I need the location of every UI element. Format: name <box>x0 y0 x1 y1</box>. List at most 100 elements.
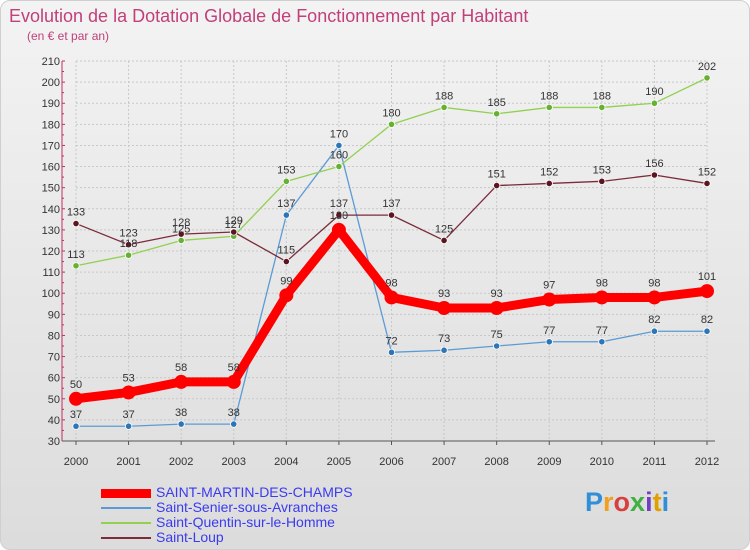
data-point <box>493 342 501 350</box>
data-label: 98 <box>596 277 608 289</box>
y-tick-label: 190 <box>42 98 60 110</box>
y-tick-label: 210 <box>42 56 60 68</box>
data-label: 152 <box>540 166 558 178</box>
y-axis-ticks: 30 40 50 60 70 80 90 100 110 120 130 140 150 160 170 18… <box>42 56 60 448</box>
data-label: 128 <box>172 217 190 229</box>
data-point <box>124 422 133 430</box>
x-tick-label: 2002 <box>169 456 193 468</box>
data-label: 37 <box>70 409 82 421</box>
y-tick-label: 70 <box>48 352 60 364</box>
data-label: 113 <box>67 249 85 261</box>
data-point <box>598 103 606 112</box>
data-label: 129 <box>225 215 243 227</box>
data-label: 153 <box>593 164 611 176</box>
data-point <box>493 110 501 118</box>
y-tick-label: 170 <box>42 140 60 152</box>
x-tick-label: 2012 <box>695 456 719 468</box>
data-label: 118 <box>120 238 138 250</box>
x-tick-label: 2011 <box>643 456 667 468</box>
legend-swatch <box>101 537 151 539</box>
data-labels: 37 37 38 38 137 170 72 73 75 77 77 82 82 113 118 125 127… <box>67 61 716 421</box>
data-label: 101 <box>698 271 716 283</box>
data-point <box>335 141 343 150</box>
data-label: 77 <box>596 325 608 337</box>
y-tick-label: 60 <box>48 373 60 385</box>
legend-swatch <box>101 507 151 509</box>
data-point <box>545 338 553 346</box>
data-point <box>489 301 504 315</box>
data-label: 202 <box>698 61 716 73</box>
y-tick-label: 50 <box>48 394 60 406</box>
data-label: 170 <box>330 128 348 140</box>
data-label: 58 <box>228 362 240 374</box>
data-label: 190 <box>645 86 663 98</box>
legend-label: Saint-Quentin-sur-le-Homme <box>156 514 335 530</box>
data-point <box>72 262 80 270</box>
legend-label: Saint-Senier-sous-Avranches <box>156 499 338 515</box>
data-point <box>650 327 659 335</box>
data-point <box>387 211 396 219</box>
data-point <box>384 290 399 305</box>
data-point <box>121 385 136 400</box>
data-label: 153 <box>277 164 295 176</box>
data-label: 160 <box>330 150 348 162</box>
data-label: 125 <box>435 223 453 235</box>
data-label: 73 <box>438 333 450 345</box>
data-label: 98 <box>648 277 660 289</box>
data-point <box>226 374 241 389</box>
data-label: 156 <box>645 158 663 170</box>
data-label: 127 <box>225 219 243 231</box>
data-label: 99 <box>280 275 292 287</box>
data-label: 53 <box>122 372 134 384</box>
legend-swatch <box>101 489 151 498</box>
x-tick-label: 2007 <box>432 456 456 468</box>
data-label: 82 <box>701 314 713 326</box>
data-point <box>545 179 553 188</box>
data-point <box>493 181 501 190</box>
data-point <box>598 338 606 346</box>
grid-lines <box>75 60 708 442</box>
logo-letter: i <box>661 487 670 517</box>
data-point <box>177 420 185 428</box>
y-tick-label: 120 <box>42 246 60 258</box>
y-tick-label: 150 <box>42 183 60 195</box>
data-point <box>124 241 133 249</box>
x-tick-label: 2001 <box>116 456 140 468</box>
data-label: 97 <box>543 280 555 292</box>
data-label: 93 <box>438 288 450 300</box>
data-point <box>72 422 80 430</box>
proxiti-logo: Proxiti <box>585 487 669 518</box>
logo-letter: P <box>585 487 604 517</box>
data-label: 98 <box>385 277 397 289</box>
x-axis-ticks: 2000 2001 2002 2003 2004 2005 2006 2007 2008 2009… <box>64 456 719 468</box>
data-point <box>335 162 343 171</box>
data-point <box>230 420 238 428</box>
data-point <box>703 179 711 188</box>
data-label: 188 <box>435 90 453 102</box>
data-label: 115 <box>278 245 296 257</box>
data-label: 82 <box>648 314 660 326</box>
data-label: 188 <box>593 90 611 102</box>
data-label: 38 <box>175 407 187 419</box>
x-tick-label: 2000 <box>64 456 88 468</box>
data-point <box>282 211 290 219</box>
data-label: 50 <box>70 379 82 391</box>
data-point <box>650 99 659 107</box>
data-point <box>279 288 294 303</box>
logo-letter: r <box>603 487 614 517</box>
data-label: 72 <box>385 335 397 347</box>
legend-label: SAINT-MARTIN-DES-CHAMPS <box>156 484 353 500</box>
data-label: 77 <box>543 325 555 337</box>
data-point <box>703 74 711 82</box>
x-tick-label: 2004 <box>274 456 298 468</box>
data-label: 151 <box>487 169 505 181</box>
data-label: 152 <box>698 166 716 178</box>
data-point <box>177 236 185 245</box>
data-point <box>440 346 448 354</box>
y-tick-label: 90 <box>48 309 60 321</box>
y-tick-label: 140 <box>42 204 60 216</box>
data-point <box>700 284 714 299</box>
data-label: 123 <box>119 228 137 240</box>
data-point <box>174 374 189 389</box>
